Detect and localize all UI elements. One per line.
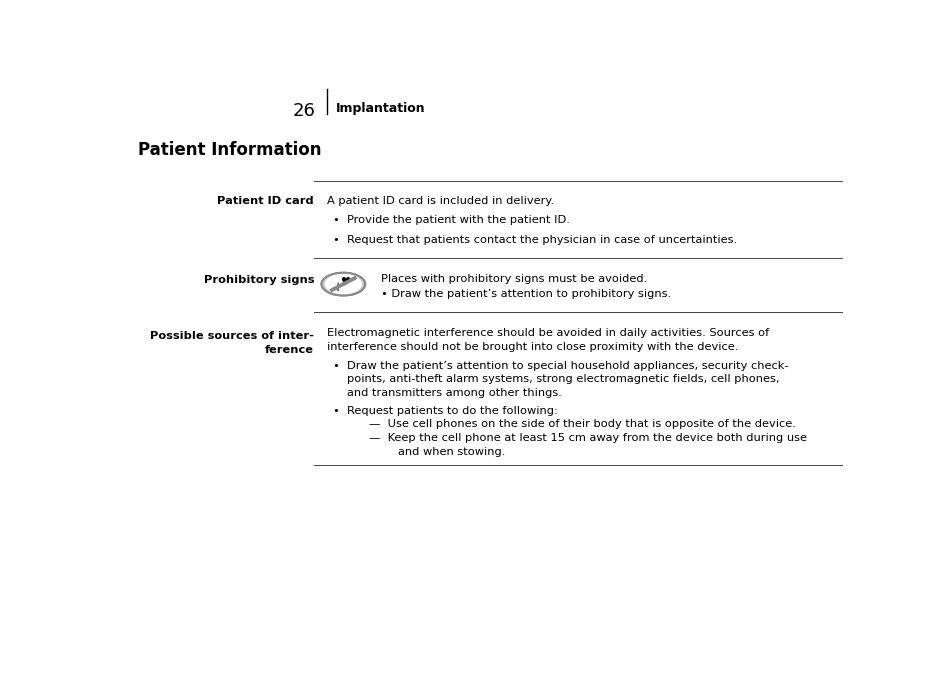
Text: ┃: ┃: [335, 283, 340, 291]
Text: A patient ID card is included in delivery.: A patient ID card is included in deliver…: [327, 196, 553, 206]
Text: —  Keep the cell phone at least 15 cm away from the device both during use: — Keep the cell phone at least 15 cm awa…: [369, 433, 807, 443]
Text: •: •: [332, 215, 339, 226]
Text: Patient ID card: Patient ID card: [217, 196, 314, 206]
Text: and transmitters among other things.: and transmitters among other things.: [347, 388, 562, 398]
Text: Places with prohibitory signs must be avoided.: Places with prohibitory signs must be av…: [381, 274, 648, 283]
Text: Provide the patient with the patient ID.: Provide the patient with the patient ID.: [347, 215, 570, 226]
Text: • Draw the patient’s attention to prohibitory signs.: • Draw the patient’s attention to prohib…: [381, 289, 671, 299]
Text: Possible sources of inter-
ference: Possible sources of inter- ference: [150, 331, 314, 355]
Text: Prohibitory signs: Prohibitory signs: [204, 275, 314, 285]
Polygon shape: [321, 272, 365, 296]
Text: points, anti-theft alarm systems, strong electromagnetic fields, cell phones,: points, anti-theft alarm systems, strong…: [347, 375, 780, 384]
Text: 26: 26: [294, 102, 316, 120]
Text: Patient Information: Patient Information: [139, 141, 322, 159]
Text: ♥: ♥: [341, 277, 350, 287]
Text: and when stowing.: and when stowing.: [398, 447, 506, 457]
Text: •: •: [332, 405, 339, 416]
Text: Draw the patient’s attention to special household appliances, security check-: Draw the patient’s attention to special …: [347, 361, 788, 370]
Text: Request that patients contact the physician in case of uncertainties.: Request that patients contact the physic…: [347, 235, 737, 245]
Polygon shape: [326, 274, 362, 294]
Text: •: •: [332, 235, 339, 245]
Text: Electromagnetic interference should be avoided in daily activities. Sources of: Electromagnetic interference should be a…: [327, 328, 768, 338]
Text: •: •: [332, 361, 339, 370]
Text: Implantation: Implantation: [336, 102, 426, 115]
Text: —  Use cell phones on the side of their body that is opposite of the device.: — Use cell phones on the side of their b…: [369, 419, 796, 429]
Text: interference should not be brought into close proximity with the device.: interference should not be brought into …: [327, 342, 738, 352]
Text: Request patients to do the following:: Request patients to do the following:: [347, 405, 558, 416]
